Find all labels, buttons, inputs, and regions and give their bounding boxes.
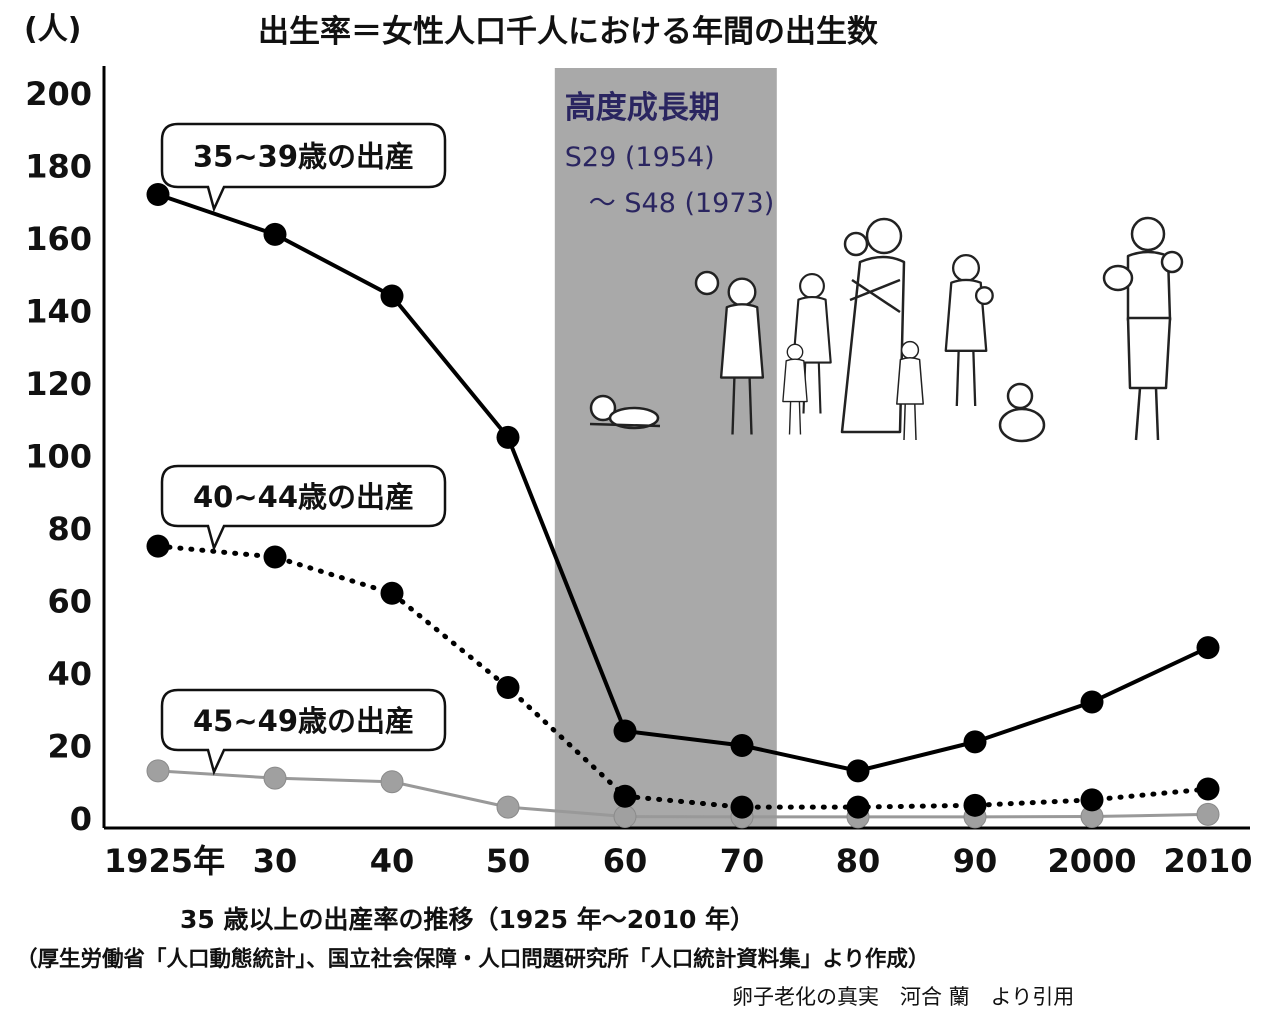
y-tick-label: 140	[25, 293, 92, 331]
data-point	[146, 534, 170, 558]
data-point	[1196, 777, 1220, 801]
data-point	[846, 759, 870, 783]
y-tick-label: 200	[25, 75, 92, 113]
y-tick-label: 100	[25, 438, 92, 476]
data-point	[263, 766, 287, 790]
data-point	[146, 183, 170, 206]
data-point	[1080, 788, 1104, 812]
chart-title: 出生率＝女性人口千人における年間の出生数	[258, 14, 878, 50]
y-tick-label: 120	[25, 365, 92, 403]
legend-label: 40~44歳の出産	[193, 480, 414, 514]
family-illustration	[589, 216, 1184, 443]
data-point	[380, 581, 404, 605]
data-point	[846, 795, 870, 819]
data-point	[963, 793, 987, 817]
data-point	[613, 719, 637, 743]
y-tick-labels: 0 20 40 60 80 100 120 140 160 180 200	[25, 75, 92, 838]
x-tick-label: 2000	[1047, 842, 1136, 880]
callout-series-3: 45~49歳の出産	[160, 688, 447, 776]
shaded-region-end: 〜 S48 (1973)	[589, 188, 774, 219]
x-tick-label: 90	[953, 842, 998, 880]
child-head	[694, 270, 720, 296]
x-tick-label: 1925年	[104, 842, 225, 880]
data-point	[1080, 690, 1104, 714]
x-tick-label: 70	[720, 842, 765, 880]
shaded-region-label: 高度成長期	[565, 90, 720, 126]
data-point	[613, 784, 637, 808]
series-1	[146, 183, 1220, 783]
data-point	[496, 425, 520, 449]
callout-bubble	[160, 122, 447, 213]
y-tick-label: 20	[47, 728, 92, 766]
legend-label: 35~39歳の出産	[193, 140, 414, 174]
callout-bubble	[160, 688, 447, 776]
data-point	[263, 222, 287, 246]
credit-note: 卵子老化の真実 河合 蘭 より引用	[732, 985, 1074, 1009]
series-line	[156, 192, 1210, 773]
x-tick-label: 2010	[1163, 842, 1252, 880]
data-point	[730, 734, 754, 757]
data-point	[730, 795, 754, 819]
data-point	[146, 759, 170, 783]
y-tick-label: 40	[47, 655, 92, 693]
legend-label: 45~49歳の出産	[193, 704, 414, 738]
series-line	[156, 769, 1210, 819]
y-tick-label: 0	[70, 800, 92, 838]
data-point	[380, 770, 404, 794]
person-figure	[944, 253, 994, 407]
chart-caption: 35 歳以上の出産率の推移（1925 年〜2010 年）	[180, 905, 755, 934]
shaded-region-start: S29 (1954)	[565, 142, 715, 173]
callout-series-1: 35~39歳の出産	[160, 122, 447, 213]
x-tick-labels: 1925年 30 40 50 60 70 80 90 2000 2010	[104, 842, 1253, 880]
y-tick-label: 160	[25, 220, 92, 258]
data-point	[496, 676, 520, 699]
person-figure	[792, 273, 832, 414]
data-point	[963, 730, 987, 754]
y-axis-unit: (人)	[24, 12, 81, 47]
y-tick-label: 60	[47, 583, 92, 621]
person-figure	[782, 343, 808, 435]
callout-series-2: 40~44歳の出産	[160, 464, 447, 552]
shaded-region-high-growth	[554, 68, 777, 828]
data-point	[380, 284, 404, 308]
source-note: （厚生労働省「人口動態統計」、国立社会保障・人口問題研究所「人口統計資料集」より…	[16, 946, 929, 972]
person-figure	[896, 340, 924, 441]
data-point	[263, 545, 287, 569]
seated-baby	[998, 382, 1046, 443]
x-tick-label: 60	[603, 842, 648, 880]
x-tick-label: 80	[836, 842, 881, 880]
y-tick-label: 180	[25, 148, 92, 186]
kimono-mother	[840, 217, 906, 434]
data-point	[1196, 802, 1220, 826]
callout-bubble	[160, 464, 447, 552]
series-2	[146, 534, 1220, 819]
data-point	[613, 805, 637, 829]
person-figure	[719, 277, 765, 435]
x-tick-label: 30	[253, 842, 298, 880]
x-tick-label: 50	[486, 842, 531, 880]
data-point	[496, 795, 520, 819]
series-group	[146, 183, 1220, 829]
modern-mother	[1102, 216, 1184, 441]
data-point	[1196, 636, 1220, 660]
baby-figure	[589, 394, 661, 430]
series-line	[155, 543, 1211, 810]
series-callouts: 35~39歳の出産 40~44歳の出産 45~49歳の出産	[160, 122, 447, 776]
y-tick-label: 80	[47, 510, 92, 548]
x-tick-label: 40	[370, 842, 415, 880]
